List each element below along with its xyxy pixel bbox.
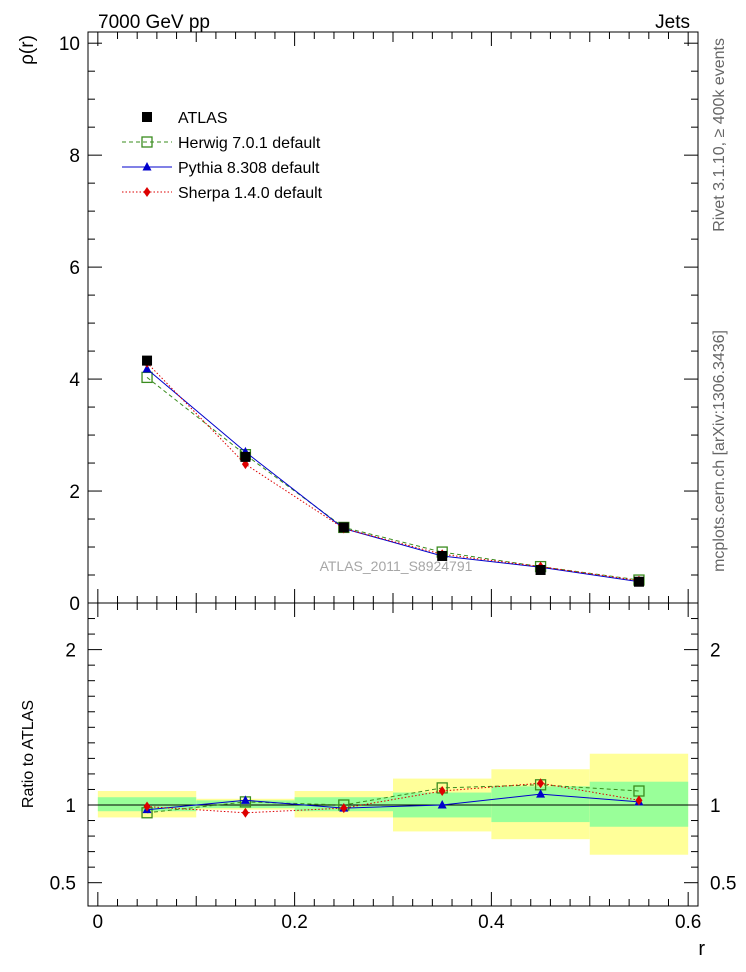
legend-label-atlas: ATLAS — [178, 110, 228, 127]
x-tick-label: 0.2 — [281, 912, 307, 933]
header-left: 7000 GeV pp — [98, 12, 210, 33]
series-herwig — [141, 371, 645, 586]
x-tick-label: 0.4 — [478, 912, 505, 933]
legend-label-pythia: Pythia 8.308 default — [178, 160, 320, 177]
x-axis-label: r — [698, 938, 705, 960]
data-point-pythia — [142, 364, 152, 373]
ratio-panel: 0.5 0.5 1 1 2 2 0 0.2 0.4 0.6 — [50, 602, 736, 933]
ratio-point-pythia — [536, 789, 546, 798]
main-y-tick-label: 10 — [59, 34, 80, 55]
data-point-atlas — [535, 564, 546, 575]
ratio-series-sherpa — [143, 778, 643, 818]
series-line-herwig — [146, 377, 640, 581]
ratio-point-pythia — [437, 800, 447, 809]
ratio-y-tick-label: 1 — [65, 796, 76, 817]
series-line-sherpa — [146, 362, 640, 582]
main-y-tick-label: 2 — [69, 482, 80, 503]
ratio-y-tick-label: 0.5 — [50, 874, 76, 895]
data-point-atlas — [240, 451, 251, 462]
legend-marker-sherpa — [143, 187, 151, 197]
series-line-pythia — [146, 368, 640, 583]
legend-item-herwig: Herwig 7.0.1 default — [122, 135, 321, 152]
ratio-y-tick-label-right: 2 — [710, 641, 721, 662]
ratio-line-herwig — [146, 784, 640, 814]
ratio-y-tick-label: 2 — [65, 641, 76, 662]
main-y-tick-label: 0 — [69, 594, 80, 615]
rivet-label: Rivet 3.1.10, ≥ 400k events — [711, 38, 728, 232]
ratio-point-sherpa — [438, 786, 446, 797]
legend-marker-herwig — [141, 136, 153, 148]
legend-marker-pythia — [142, 162, 152, 171]
ratio-line-pythia — [146, 793, 640, 811]
ratio-y-tick-label-right: 1 — [710, 796, 721, 817]
legend: ATLAS Herwig 7.0.1 default Pythia 8.308 de… — [122, 110, 323, 202]
main-y-tick-label: 8 — [69, 146, 80, 167]
ratio-point-sherpa — [340, 803, 348, 814]
legend-item-atlas: ATLAS — [142, 110, 228, 127]
series-atlas — [142, 355, 644, 587]
main-y-tick-label: 4 — [69, 370, 80, 391]
ratio-y-tick-label-right: 0.5 — [710, 874, 736, 895]
header-right: Jets — [655, 12, 690, 33]
main-y-tick-label: 6 — [69, 258, 80, 279]
ratio-y-label: Ratio to ATLAS — [20, 700, 37, 808]
ratio-point-sherpa — [241, 807, 249, 818]
ratio-point-pythia — [240, 795, 250, 804]
main-y-label: ρ(r) — [17, 35, 38, 65]
main-panel: 0 2 4 6 8 10 ATLAS Herwig 7.0.1 default Pythia 8… — [59, 31, 699, 615]
legend-label-sherpa: Sherpa 1.4.0 default — [178, 185, 323, 202]
x-tick-label: 0 — [93, 912, 104, 933]
legend-item-pythia: Pythia 8.308 default — [122, 160, 320, 177]
x-tick-label: 0.6 — [675, 912, 701, 933]
ratio-band-inner — [196, 800, 295, 809]
data-point-atlas — [338, 522, 349, 533]
legend-item-sherpa: Sherpa 1.4.0 default — [122, 185, 323, 202]
legend-label-herwig: Herwig 7.0.1 default — [178, 135, 321, 152]
ratio-point-sherpa — [635, 795, 643, 806]
legend-marker-atlas — [142, 112, 152, 122]
series-pythia — [142, 364, 644, 586]
series-sherpa — [143, 357, 643, 586]
ratio-point-sherpa — [143, 801, 151, 812]
data-point-atlas — [142, 355, 153, 366]
ratio-point-sherpa — [537, 778, 545, 789]
analysis-watermark: ATLAS_2011_S8924791 — [320, 558, 473, 574]
data-point-atlas — [633, 576, 644, 587]
data-point-atlas — [437, 550, 448, 561]
mcplots-label: mcplots.cern.ch [arXiv:1306.3436] — [711, 330, 728, 572]
